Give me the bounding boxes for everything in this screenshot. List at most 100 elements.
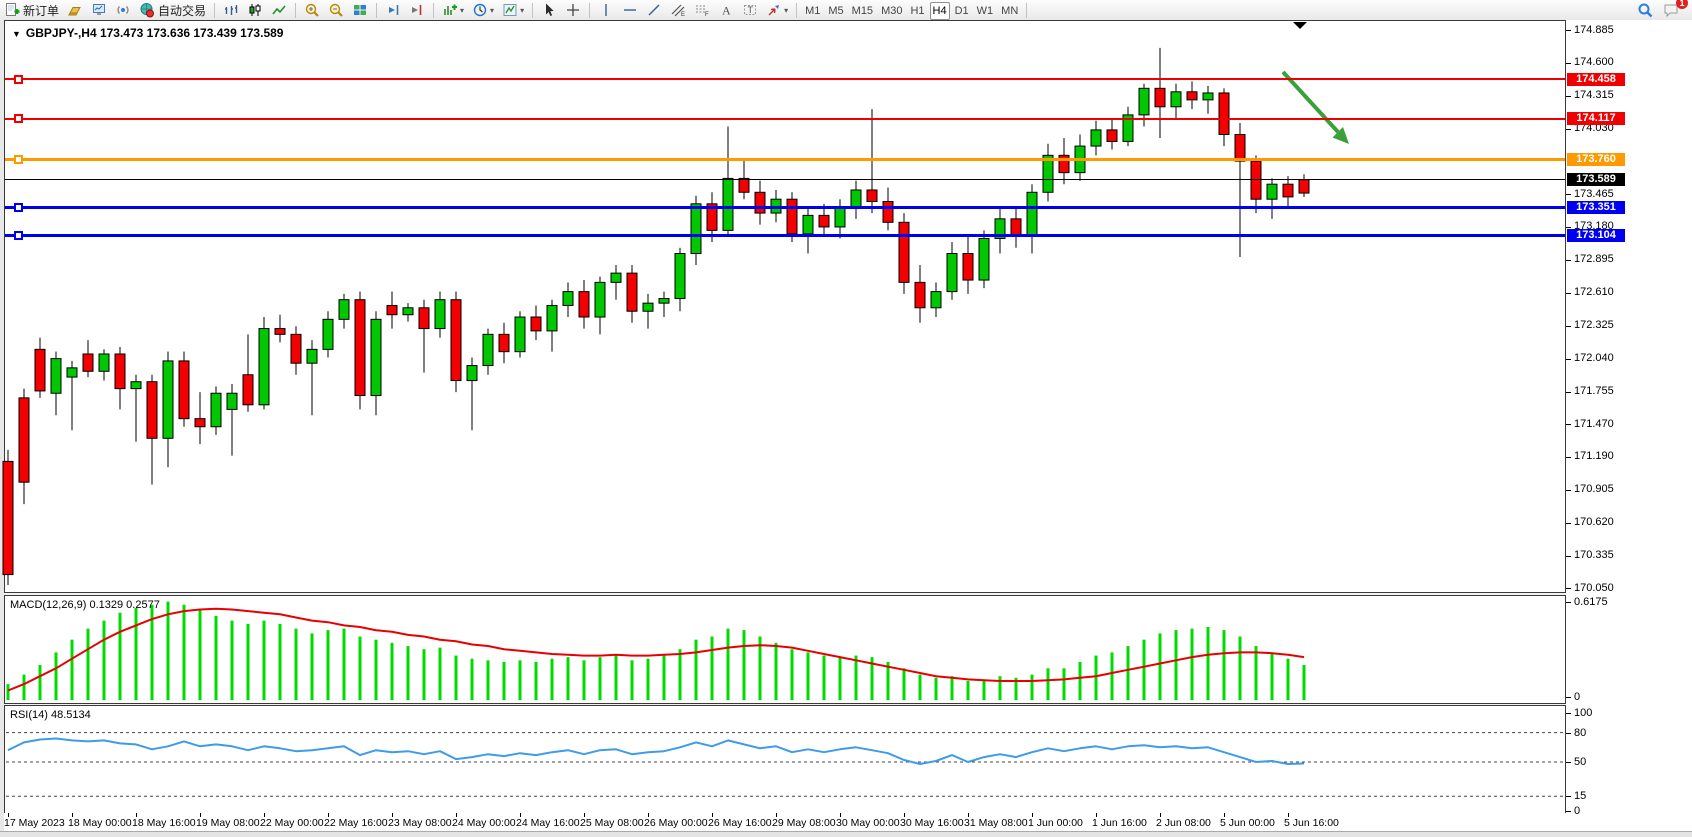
price-tick-label: 170.620 <box>1574 516 1614 529</box>
time-tick-label: 5 Jun 00:00 <box>1220 817 1275 829</box>
rsi-axis-tick <box>1566 811 1571 812</box>
timeframe-H1[interactable]: H1 <box>910 5 925 17</box>
cursor-button[interactable] <box>538 1 560 19</box>
timeframe-W1[interactable]: W1 <box>976 5 994 17</box>
main-toolbar: 新订单 自动交易 <box>0 0 1692 21</box>
channel-button[interactable]: E <box>667 1 689 19</box>
price-tick <box>1566 391 1571 393</box>
time-tick <box>328 813 329 817</box>
price-tick <box>1566 226 1571 228</box>
rsi-axis-tick <box>1566 796 1571 798</box>
price-level-line-173.104[interactable] <box>5 234 1565 238</box>
candlestick-chart-button[interactable] <box>244 1 266 19</box>
signals-button[interactable] <box>112 1 134 19</box>
toolbar-separator <box>433 2 435 18</box>
price-chart-pane[interactable] <box>4 20 1566 593</box>
bar-chart-button[interactable] <box>220 1 242 19</box>
fibonacci-button[interactable]: F <box>691 1 713 19</box>
timeframe-M15[interactable]: M15 <box>851 5 874 17</box>
price-level-line-174.117[interactable] <box>5 117 1565 120</box>
chevron-down-icon: ▾ <box>490 5 495 15</box>
line-handle[interactable] <box>14 155 23 165</box>
price-level-line-174.458[interactable] <box>5 78 1565 81</box>
price-level-line-173.351[interactable] <box>5 205 1565 209</box>
time-tick-label: 24 May 16:00 <box>516 817 580 829</box>
macd-label: MACD(12,26,9) 0.1329 0.2577 <box>10 599 160 611</box>
time-tick-label: 29 May 08:00 <box>772 817 836 829</box>
rsi-axis-label: 50 <box>1574 756 1587 768</box>
price-level-line-173.760[interactable] <box>5 158 1565 162</box>
periods-button[interactable]: ▾ <box>469 1 497 19</box>
timeframe-M30[interactable]: M30 <box>881 5 903 17</box>
time-tick <box>968 813 969 817</box>
rsi-axis-tick <box>1566 732 1571 734</box>
time-tick-label: 1 Jun 16:00 <box>1092 817 1147 829</box>
text-label-button[interactable]: T <box>739 1 761 19</box>
timeframe-H4[interactable]: H4 <box>929 2 950 20</box>
zoom-in-button[interactable] <box>301 1 323 19</box>
chevron-down-icon: ▾ <box>784 5 789 15</box>
auto-scroll-button[interactable] <box>382 1 404 19</box>
price-tick <box>1566 555 1571 557</box>
line-handle[interactable] <box>14 74 23 84</box>
zoom-out-button[interactable] <box>325 1 347 19</box>
toolbar-separator <box>1026 2 1028 18</box>
vertical-line-button[interactable] <box>595 1 617 19</box>
line-handle[interactable] <box>14 202 23 212</box>
price-tick-label: 170.050 <box>1574 581 1614 594</box>
timeframe-MN[interactable]: MN <box>1001 5 1019 17</box>
line-handle[interactable] <box>14 231 23 241</box>
timeframe-M1[interactable]: M1 <box>805 5 821 17</box>
macd-axis-tick <box>1566 602 1571 603</box>
crosshair-button[interactable] <box>562 1 584 19</box>
signals-icon <box>115 2 131 18</box>
trendline-button[interactable] <box>643 1 665 19</box>
text-button[interactable]: A <box>715 1 737 19</box>
templates-icon <box>502 2 518 18</box>
macd-indicator-pane[interactable] <box>4 595 1566 704</box>
autotrading-button[interactable]: 自动交易 <box>136 1 209 19</box>
market-watch-button[interactable] <box>88 1 110 19</box>
price-level-line-173.589[interactable] <box>5 179 1565 181</box>
horizontal-line-button[interactable] <box>619 1 641 19</box>
rsi-indicator-pane[interactable] <box>4 705 1566 815</box>
price-tick <box>1566 588 1571 590</box>
price-tick <box>1566 128 1571 130</box>
vertical-line-icon <box>598 2 614 18</box>
price-tag-173.104: 173.104 <box>1567 229 1625 243</box>
time-tick-label: 5 Jun 16:00 <box>1284 817 1339 829</box>
profiles-button[interactable] <box>64 1 86 19</box>
price-tick <box>1566 194 1571 195</box>
time-tick-label: 31 May 08:00 <box>964 817 1028 829</box>
rsi-axis-label: 80 <box>1574 726 1587 739</box>
chart-shift-icon <box>409 2 425 18</box>
new-order-label: 新订单 <box>23 3 60 18</box>
new-order-button[interactable]: 新订单 <box>1 1 62 19</box>
arrows-button[interactable]: ▾ <box>763 1 791 19</box>
time-tick-label: 24 May 00:00 <box>452 817 516 829</box>
timeframe-M5[interactable]: M5 <box>828 5 844 17</box>
time-axis[interactable] <box>4 813 1566 831</box>
auto-scroll-icon <box>385 2 401 18</box>
templates-button[interactable]: ▾ <box>499 1 527 19</box>
price-tick <box>1566 489 1571 491</box>
tile-windows-button[interactable] <box>349 1 371 19</box>
line-chart-button[interactable] <box>268 1 290 19</box>
price-tick-label: 171.470 <box>1574 417 1614 430</box>
candlestick-chart-icon <box>247 2 263 18</box>
notifications-button[interactable]: 1 <box>1659 0 1688 19</box>
chart-shift-button[interactable] <box>406 1 428 19</box>
time-tick <box>1224 813 1225 817</box>
chevron-down-icon: ▾ <box>520 5 525 15</box>
price-tick-label: 174.885 <box>1574 23 1614 36</box>
time-tick <box>1160 813 1161 817</box>
price-tick <box>1566 95 1571 97</box>
rsi-axis-label: 15 <box>1574 790 1587 803</box>
timeframe-D1[interactable]: D1 <box>954 5 969 17</box>
indicators-button[interactable]: ▾ <box>439 1 467 19</box>
search-button[interactable] <box>1634 1 1657 19</box>
price-tick <box>1566 456 1571 458</box>
autotrading-icon <box>139 2 155 18</box>
line-handle[interactable] <box>14 114 23 124</box>
time-tick <box>392 813 393 817</box>
